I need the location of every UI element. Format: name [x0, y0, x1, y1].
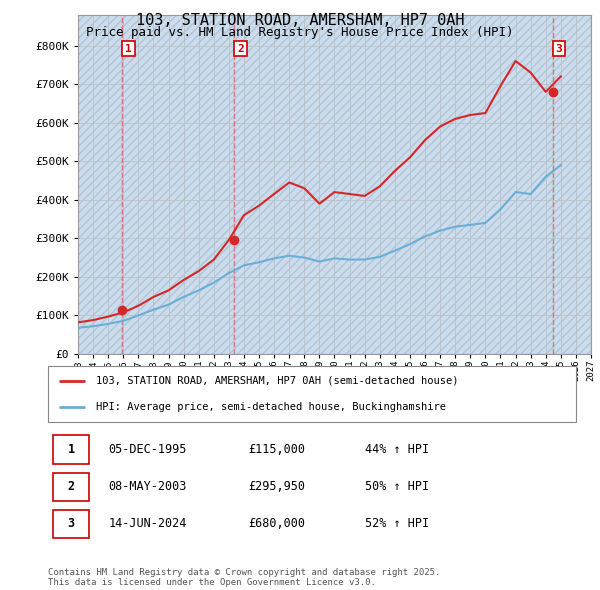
- Text: 1: 1: [125, 44, 132, 54]
- Bar: [78, 15, 122, 354]
- Text: HPI: Average price, semi-detached house, Buckinghamshire: HPI: Average price, semi-detached house,…: [95, 402, 446, 412]
- Bar: [78, 15, 122, 354]
- Text: £680,000: £680,000: [248, 517, 305, 530]
- Bar: [234, 15, 553, 354]
- Text: 52% ↑ HPI: 52% ↑ HPI: [365, 517, 429, 530]
- Text: Price paid vs. HM Land Registry's House Price Index (HPI): Price paid vs. HM Land Registry's House …: [86, 26, 514, 39]
- Text: £115,000: £115,000: [248, 443, 305, 456]
- Bar: [553, 15, 591, 354]
- Text: 08-MAY-2003: 08-MAY-2003: [109, 480, 187, 493]
- Text: 05-DEC-1995: 05-DEC-1995: [109, 443, 187, 456]
- FancyBboxPatch shape: [53, 435, 89, 464]
- Text: Contains HM Land Registry data © Crown copyright and database right 2025.
This d: Contains HM Land Registry data © Crown c…: [48, 568, 440, 587]
- FancyBboxPatch shape: [53, 510, 89, 538]
- Text: 3: 3: [556, 44, 562, 54]
- FancyBboxPatch shape: [48, 366, 576, 422]
- Bar: [122, 15, 234, 354]
- Bar: [122, 15, 234, 354]
- Text: 103, STATION ROAD, AMERSHAM, HP7 0AH: 103, STATION ROAD, AMERSHAM, HP7 0AH: [136, 13, 464, 28]
- Text: 2: 2: [237, 44, 244, 54]
- Text: £295,950: £295,950: [248, 480, 305, 493]
- Text: 3: 3: [68, 517, 75, 530]
- Text: 14-JUN-2024: 14-JUN-2024: [109, 517, 187, 530]
- Text: 44% ↑ HPI: 44% ↑ HPI: [365, 443, 429, 456]
- Text: 50% ↑ HPI: 50% ↑ HPI: [365, 480, 429, 493]
- FancyBboxPatch shape: [53, 473, 89, 501]
- Text: 2: 2: [68, 480, 75, 493]
- Text: 1: 1: [68, 443, 75, 456]
- Bar: [553, 15, 591, 354]
- Text: 103, STATION ROAD, AMERSHAM, HP7 0AH (semi-detached house): 103, STATION ROAD, AMERSHAM, HP7 0AH (se…: [95, 376, 458, 386]
- Bar: [234, 15, 553, 354]
